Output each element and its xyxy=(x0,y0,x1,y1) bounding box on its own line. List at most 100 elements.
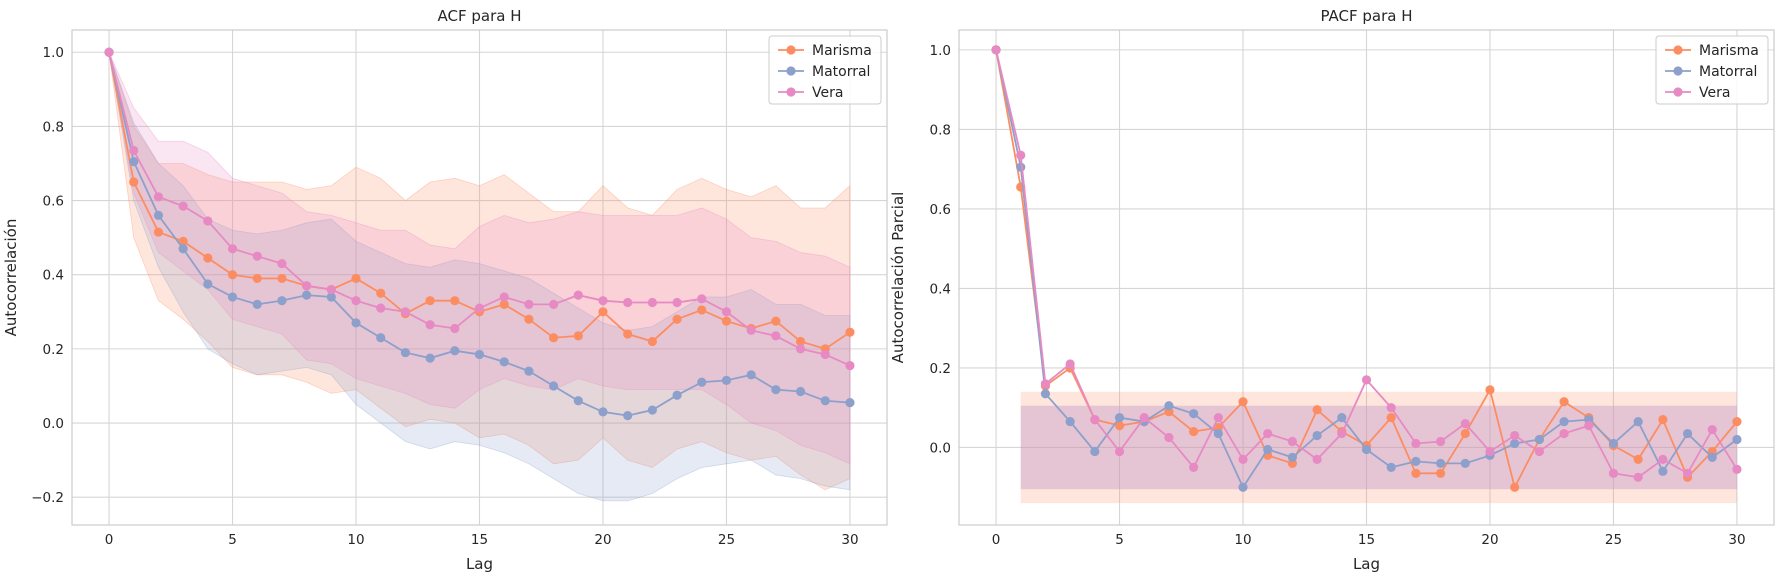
data-point-matorral xyxy=(1707,452,1717,463)
data-point-vera xyxy=(697,294,707,304)
data-point-marisma xyxy=(1238,397,1248,407)
data-point-matorral xyxy=(623,411,633,421)
y-tick-label: 0.8 xyxy=(43,119,64,135)
data-point-marisma xyxy=(647,336,657,347)
data-point-vera xyxy=(1435,436,1446,447)
data-point-marisma xyxy=(1485,385,1495,395)
data-point-matorral xyxy=(326,292,336,302)
data-point-marisma xyxy=(598,307,608,317)
data-point-marisma xyxy=(1559,397,1569,407)
grid xyxy=(959,30,1774,525)
series-matorral xyxy=(104,47,855,421)
data-point-vera xyxy=(548,299,559,309)
data-point-matorral xyxy=(795,386,806,397)
legend-marker-vera xyxy=(786,87,796,97)
data-point-matorral xyxy=(499,357,509,367)
x-tick-label: 20 xyxy=(1481,532,1498,548)
x-tick-label: 25 xyxy=(1605,532,1622,548)
data-point-marisma xyxy=(771,316,781,326)
data-point-vera xyxy=(252,251,262,261)
data-point-matorral xyxy=(1658,466,1668,476)
data-point-vera xyxy=(104,47,114,57)
legend: Marisma Matorral Vera xyxy=(1655,35,1769,105)
data-point-vera xyxy=(474,303,485,313)
x-tick-label: 0 xyxy=(105,532,114,548)
legend-label-marisma: Marisma xyxy=(812,43,872,59)
data-point-matorral xyxy=(1040,389,1051,399)
data-point-matorral xyxy=(450,346,460,356)
y-tick-label: 1.0 xyxy=(43,45,64,61)
data-point-matorral xyxy=(672,390,682,400)
data-point-marisma xyxy=(623,329,633,339)
data-point-matorral xyxy=(1312,430,1322,441)
data-point-marisma xyxy=(450,296,460,306)
data-point-vera xyxy=(820,349,830,360)
data-point-vera xyxy=(1361,375,1372,385)
x-tick-label: 30 xyxy=(841,532,858,548)
data-point-marisma xyxy=(1411,468,1421,478)
data-point-vera xyxy=(376,303,386,313)
data-point-vera xyxy=(573,290,583,300)
data-point-vera xyxy=(623,297,633,308)
data-point-matorral xyxy=(1435,458,1446,468)
data-point-vera xyxy=(277,258,287,269)
data-point-vera xyxy=(1608,468,1619,478)
data-point-marisma xyxy=(573,331,583,341)
y-tick-label: 0.0 xyxy=(43,416,64,432)
data-point-matorral xyxy=(252,299,262,309)
x-tick-label: 15 xyxy=(471,532,488,548)
x-tick-label: 0 xyxy=(992,532,1001,548)
chart-title: PACF para H xyxy=(1320,7,1412,25)
x-axis-label: Lag xyxy=(1353,555,1380,573)
x-axis-label: Lag xyxy=(466,555,493,573)
data-point-marisma xyxy=(524,314,534,324)
data-point-matorral xyxy=(1460,458,1470,468)
data-point-vera xyxy=(1386,403,1396,413)
x-tick-label: 5 xyxy=(1115,532,1124,548)
data-point-marisma xyxy=(351,273,361,284)
data-point-marisma xyxy=(129,177,139,187)
y-tick-label: 0.0 xyxy=(930,440,951,456)
y-tick-label: 0.6 xyxy=(43,194,64,210)
chart-panel-2: 0 5 10 15 20 25 30 0.0 0.2 0.4 0.6 0.8 1.0 PACF para … xyxy=(889,7,1775,573)
data-point-vera xyxy=(1312,454,1322,464)
legend-label-matorral: Matorral xyxy=(1699,64,1757,80)
y-tick-label: −0.2 xyxy=(31,490,64,506)
chart-panel-1: 0 5 10 15 20 25 30 −0.2 0.0 0.2 0.4 0.6 0.8 1.0 ACF pa… xyxy=(2,7,888,573)
data-point-vera xyxy=(1584,421,1594,431)
data-point-matorral xyxy=(1608,438,1619,449)
data-point-vera xyxy=(771,331,781,341)
grid xyxy=(72,30,887,525)
data-point-matorral xyxy=(400,347,411,358)
data-point-vera xyxy=(1707,424,1717,435)
data-point-matorral xyxy=(277,296,287,306)
data-point-marisma xyxy=(697,305,707,315)
data-point-marisma xyxy=(1633,454,1643,464)
chart-title: ACF para H xyxy=(438,7,522,25)
data-point-marisma xyxy=(1510,482,1520,492)
data-point-vera xyxy=(1065,359,1075,369)
data-point-vera xyxy=(326,284,336,295)
legend-marker-matorral xyxy=(1673,66,1683,76)
data-point-vera xyxy=(1238,454,1248,464)
data-point-matorral xyxy=(1213,428,1223,439)
data-point-matorral xyxy=(647,405,657,415)
data-point-matorral xyxy=(845,398,855,408)
data-point-matorral xyxy=(1682,428,1693,439)
data-point-matorral xyxy=(1189,409,1199,419)
series-vera xyxy=(991,45,1742,482)
x-tick-label: 15 xyxy=(1358,532,1375,548)
legend-box xyxy=(1655,35,1769,105)
data-point-matorral xyxy=(1337,413,1347,423)
data-point-marisma xyxy=(178,236,188,246)
data-point-vera xyxy=(1460,419,1470,429)
data-point-matorral xyxy=(1559,417,1569,427)
data-point-matorral xyxy=(227,292,238,302)
data-point-vera xyxy=(672,297,682,308)
data-point-vera xyxy=(1090,415,1100,425)
legend-marker-marisma xyxy=(786,45,796,55)
x-tick-label: 10 xyxy=(1234,532,1251,548)
data-point-vera xyxy=(845,360,855,371)
data-point-vera xyxy=(400,307,411,317)
